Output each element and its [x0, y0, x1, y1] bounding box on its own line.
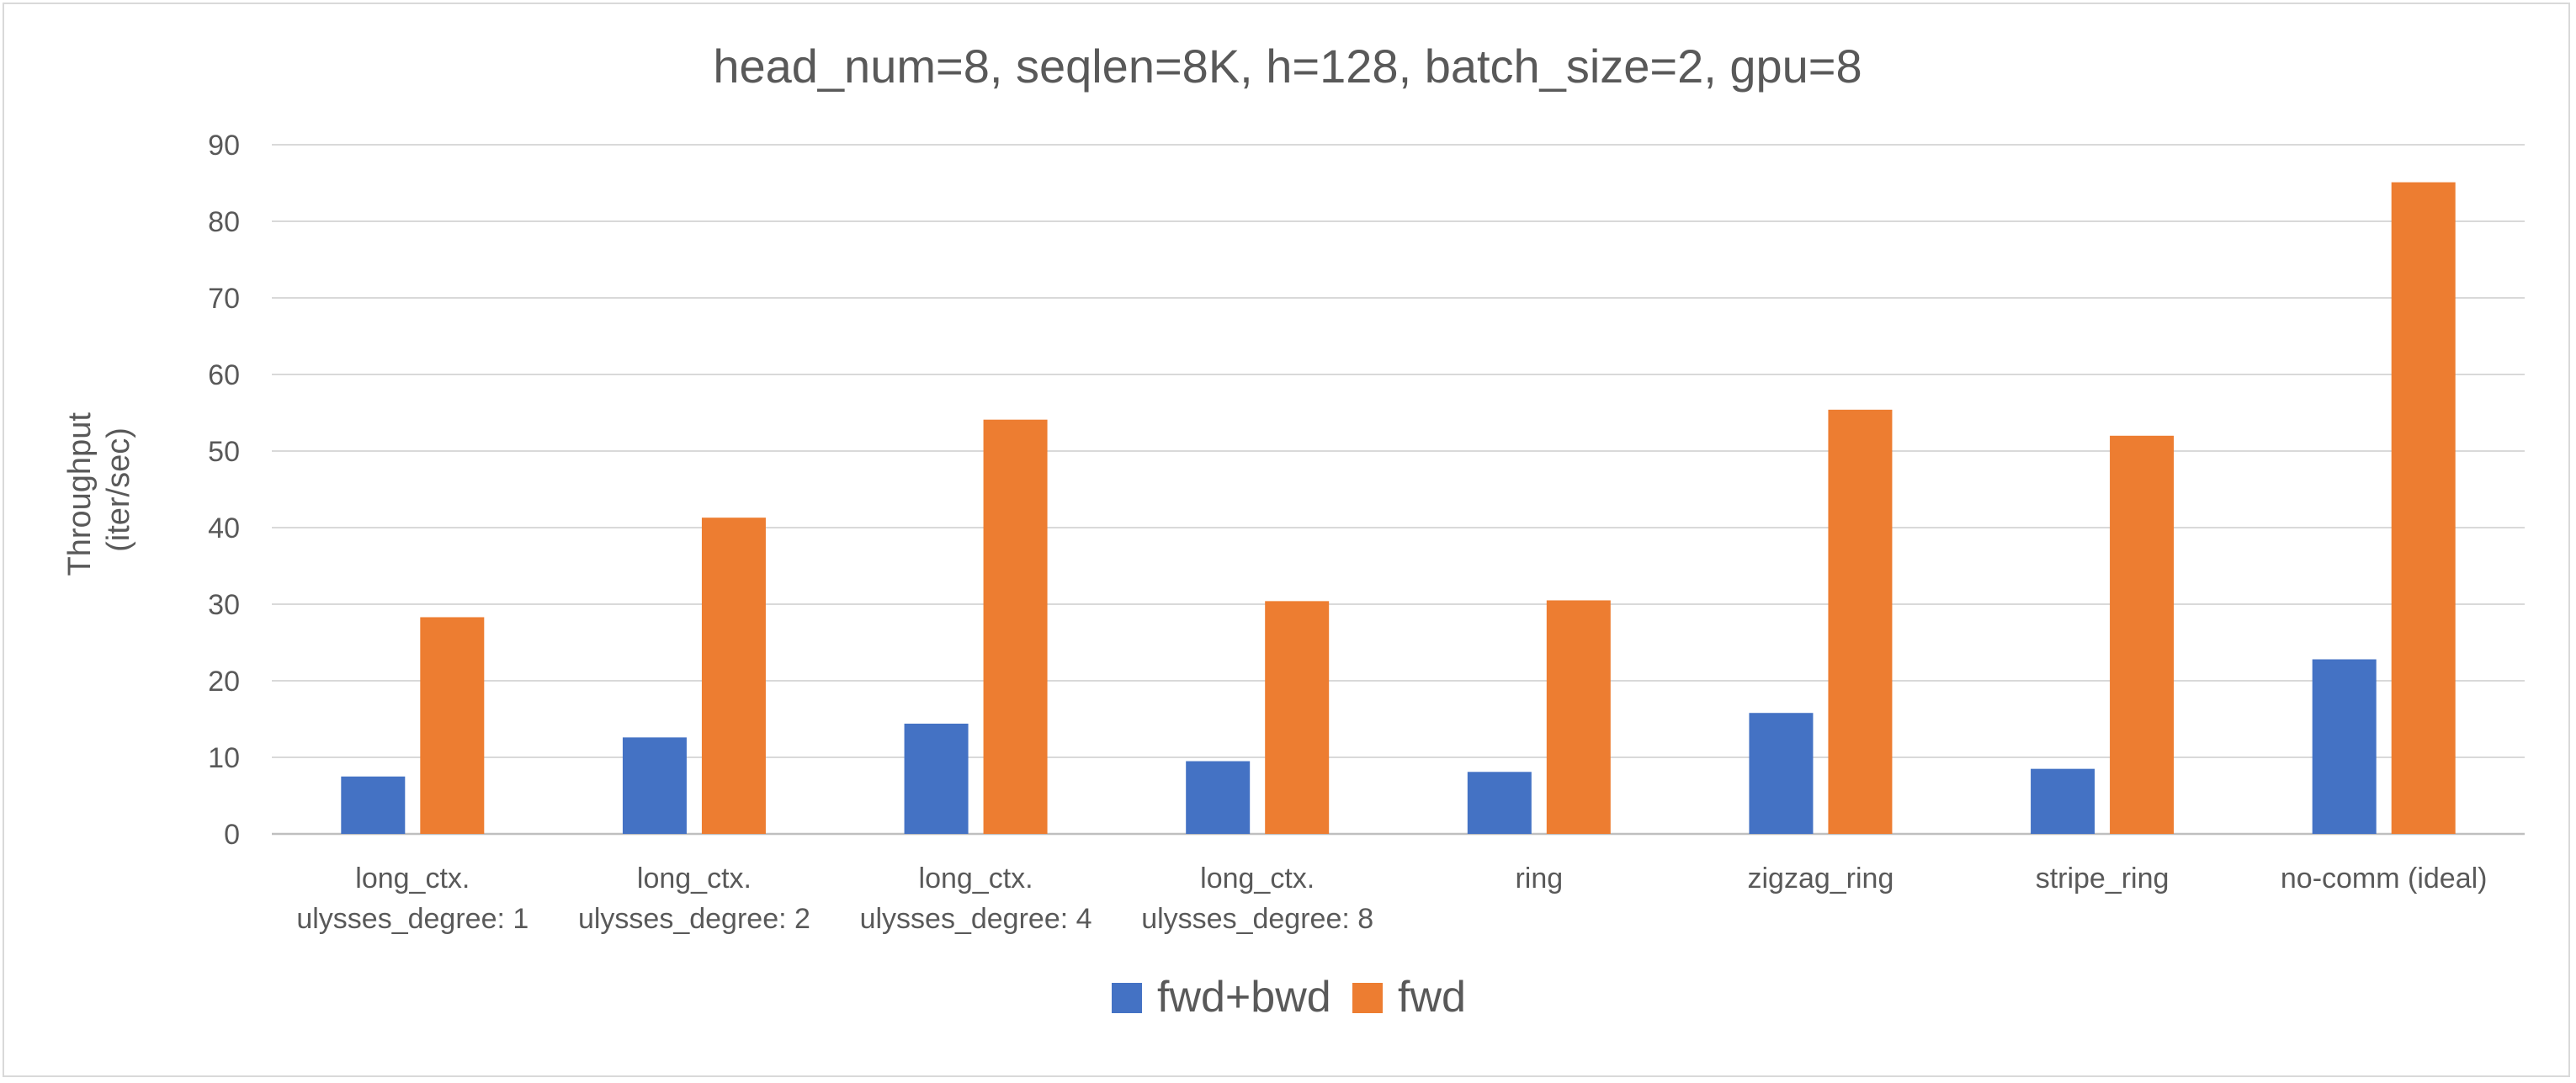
x-category-label: long_ctx. ulysses_degree: 1: [296, 863, 528, 935]
bar-fwd-bwd: [622, 737, 687, 834]
bar-fwd: [701, 518, 766, 834]
y-axis-ticks: 0 10 20 30 40 50 60 70 80 90: [208, 130, 240, 851]
bar-fwd-bwd: [1749, 713, 1814, 834]
y-axis-label-line-1: Throughput: [62, 412, 98, 576]
x-category-label: long_ctx. ulysses_degree: 2: [578, 863, 810, 935]
x-category-label: long_ctx. ulysses_degree: 4: [860, 863, 1092, 935]
bar-fwd: [983, 419, 1048, 834]
y-tick-label: 30: [208, 589, 240, 621]
y-tick-label: 0: [224, 819, 240, 851]
x-category-label: zigzag_ring: [1747, 863, 1893, 895]
legend-swatch: [1352, 983, 1383, 1013]
y-tick-label: 80: [208, 206, 240, 238]
y-axis-label: Throughput (iter/sec): [62, 404, 136, 576]
bar-fwd-bwd: [2031, 768, 2095, 834]
x-category-label: stripe_ring: [2036, 863, 2170, 895]
y-tick-label: 10: [208, 742, 240, 774]
bar-fwd: [2391, 182, 2456, 835]
bar-fwd-bwd: [341, 776, 406, 834]
legend-swatch: [1112, 983, 1142, 1013]
bar-fwd-bwd: [904, 723, 969, 834]
y-tick-label: 40: [208, 512, 240, 544]
y-tick-label: 60: [208, 359, 240, 391]
bar-fwd-bwd: [1186, 761, 1251, 834]
legend: fwd+bwd fwd: [1112, 973, 1466, 1022]
legend-label: fwd+bwd: [1157, 973, 1331, 1022]
y-tick-label: 50: [208, 436, 240, 468]
bar-fwd-bwd: [1467, 772, 1532, 834]
y-tick-label: 90: [208, 130, 240, 162]
y-tick-label: 20: [208, 666, 240, 698]
bar-fwd: [2110, 435, 2175, 834]
bars: [341, 182, 2456, 835]
bar-fwd: [1265, 601, 1330, 834]
gridlines: [272, 144, 2525, 836]
y-axis-label-line-2: (iter/sec): [101, 427, 136, 552]
bar-fwd-bwd: [2312, 659, 2377, 834]
bar-fwd: [1546, 600, 1611, 834]
x-axis-categories: long_ctx. ulysses_degree: 1 long_ctx. ulyss…: [296, 863, 2487, 935]
chart-title: head_num=8, seqlen=8K, h=128, batch_size…: [713, 40, 1862, 93]
x-category-label: no-comm (ideal): [2281, 863, 2488, 895]
bar-fwd: [420, 617, 485, 834]
y-tick-label: 70: [208, 283, 240, 315]
legend-label: fwd: [1398, 973, 1466, 1022]
x-category-label: ring: [1515, 863, 1563, 895]
bar-fwd: [1828, 409, 1893, 834]
x-category-label: long_ctx. ulysses_degree: 8: [1141, 863, 1373, 935]
